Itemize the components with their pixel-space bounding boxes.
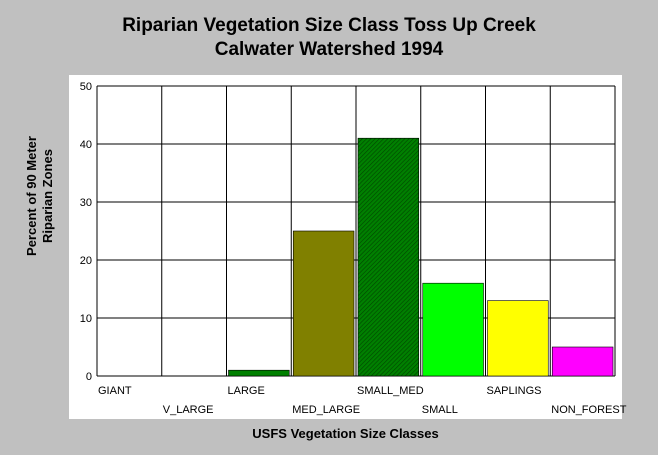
y-tick-label-30: 30 (80, 197, 92, 209)
x-tick-label-large: LARGE (228, 385, 265, 397)
bar-small (422, 282, 484, 377)
x-tick-labels: GIANT V_LARGE LARGE MED_LARGE SMALL_MED SMALL… (98, 385, 627, 416)
bar-saplings (487, 300, 549, 377)
x-axis-label: USFS Vegetation Size Classes (252, 426, 439, 441)
y-tick-label-20: 20 (80, 255, 92, 267)
grid (96, 85, 616, 377)
y-tick-label-10: 10 (80, 313, 92, 325)
x-tick-label-saplings: SAPLINGS (487, 385, 542, 397)
x-tick-label-non-forest: NON_FOREST (551, 404, 626, 416)
chart-title-line-2: Calwater Watershed 1994 (214, 39, 444, 60)
y-tick-label-50: 50 (80, 81, 92, 93)
y-tick-label-40: 40 (80, 139, 92, 151)
y-ticks: 0 10 20 30 40 50 (80, 81, 92, 383)
x-tick-label-small-med: SMALL_MED (357, 385, 424, 397)
bar-med-large (292, 230, 355, 377)
x-tick-label-med-large: MED_LARGE (292, 404, 360, 416)
bar-small-med (357, 137, 420, 377)
chart-title: Riparian Vegetation Size Class Toss Up C… (0, 14, 658, 62)
x-tick-label-giant: GIANT (98, 385, 132, 397)
bars (228, 137, 614, 377)
x-tick-label-small: SMALL (422, 404, 458, 416)
x-tick-label-v-large: V_LARGE (163, 404, 214, 416)
chart-title-line-1: Riparian Vegetation Size Class Toss Up C… (122, 15, 536, 36)
bar-non-forest (551, 346, 614, 377)
bar-large (228, 369, 290, 377)
y-tick-label-0: 0 (86, 371, 92, 383)
